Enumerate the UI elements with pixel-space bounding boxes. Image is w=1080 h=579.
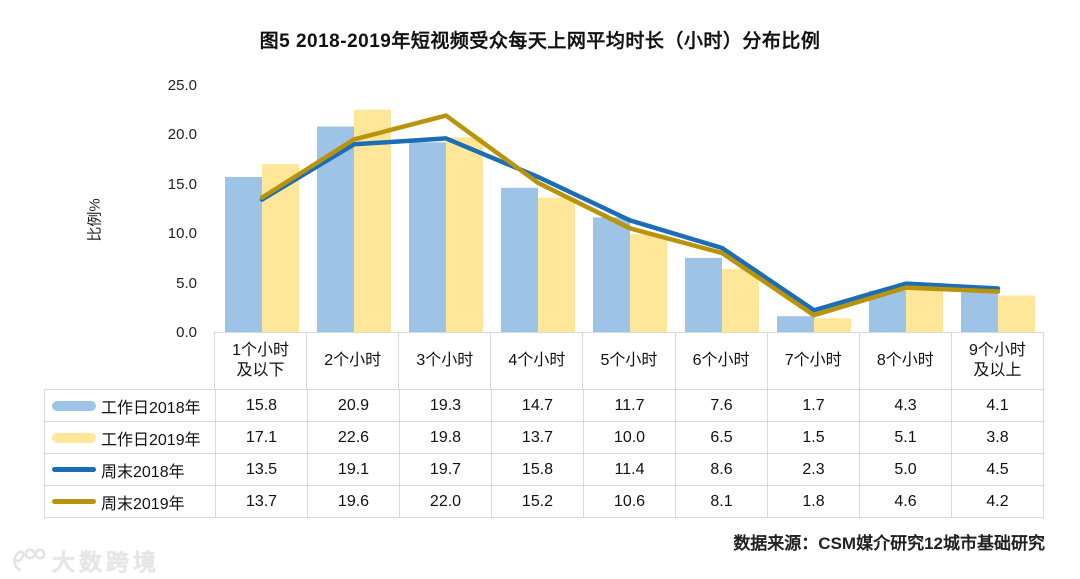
table-value-cell: 4.6 (860, 486, 951, 517)
category-header: 3个小时 (399, 333, 491, 389)
table-value-cell: 13.7 (216, 486, 307, 517)
legend-cell: 工作日2018年 (45, 390, 215, 421)
bar-工作日2018年 (593, 217, 630, 333)
table-value-cell: 13.5 (216, 454, 307, 485)
y-tick-label: 10.0 (167, 225, 197, 243)
table-value-cell: 5.0 (860, 454, 951, 485)
table-value-cell: 19.6 (308, 486, 399, 517)
table-value-cell: 3.8 (952, 422, 1043, 453)
bar-工作日2018年 (501, 187, 538, 333)
table-value-cell: 11.4 (584, 454, 675, 485)
y-tick-label: 15.0 (167, 175, 197, 193)
legend-swatch-line (52, 499, 96, 504)
table-value-cell: 2.3 (768, 454, 859, 485)
bar-工作日2018年 (777, 316, 814, 333)
table-value-cell: 10.0 (584, 422, 675, 453)
table-value-cell: 1.8 (768, 486, 859, 517)
y-tick-label: 0.0 (176, 324, 197, 341)
category-header: 1个小时 及以下 (215, 333, 307, 389)
table-value-cell: 14.7 (492, 390, 583, 421)
bar-工作日2019年 (722, 268, 759, 333)
chart-title: 图5 2018-2019年短视频受众每天上网平均时长（小时）分布比例 (259, 31, 821, 52)
table-value-cell: 5.1 (860, 422, 951, 453)
table-value-cell: 4.1 (952, 390, 1043, 421)
category-header: 4个小时 (491, 333, 583, 389)
series-name: 周末2018年 (101, 463, 185, 481)
table-value-cell: 4.2 (952, 486, 1043, 517)
y-tick-label: 25.0 (167, 77, 197, 94)
table-value-cell: 19.7 (400, 454, 491, 485)
table-value-cell: 7.6 (676, 390, 767, 421)
category-header: 6个小时 (675, 333, 767, 389)
legend-swatch-bar (52, 432, 96, 443)
table-value-cell: 22.0 (400, 486, 491, 517)
table-value-cell: 4.3 (860, 390, 951, 421)
table-value-cell: 20.9 (308, 390, 399, 421)
watermark-logo-icon (13, 548, 46, 572)
bar-工作日2019年 (998, 295, 1035, 333)
table-value-cell: 4.5 (952, 454, 1043, 485)
y-axis-label: 比例% (86, 198, 104, 242)
bar-工作日2018年 (225, 176, 262, 333)
legend-cell: 周末2019年 (45, 486, 215, 517)
line-周末2018年 (259, 136, 1001, 313)
legend-cell: 工作日2019年 (45, 422, 215, 453)
category-header-row: 1个小时 及以下 2个小时 3个小时 4个小时 5个小时 6个小时 7个小时 8个小时 9个小时… (214, 332, 1044, 390)
category-header: 8个小时 (859, 333, 951, 389)
legend-cell: 周末2018年 (45, 454, 215, 485)
table-value-cell: 8.6 (676, 454, 767, 485)
data-table: 工作日2018年 15.8 20.9 19.3 14.7 11.7 7.6 1.7 4.3 4.1… (44, 389, 1044, 518)
watermark-text: 大数跨境 (52, 549, 160, 575)
bar-工作日2019年 (446, 137, 483, 333)
table-value-cell: 6.5 (676, 422, 767, 453)
bar-工作日2018年 (961, 292, 998, 333)
table-value-cell: 19.8 (400, 422, 491, 453)
table-value-cell: 19.3 (400, 390, 491, 421)
data-source: 数据来源：CSM媒介研究12城市基础研究 (733, 534, 1045, 553)
table-value-cell: 15.2 (492, 486, 583, 517)
chart-plot-area (225, 109, 1035, 333)
bar-工作日2019年 (354, 109, 391, 333)
y-tick-label: 20.0 (167, 126, 197, 144)
table-value-cell: 13.7 (492, 422, 583, 453)
table-value-cell: 1.7 (768, 390, 859, 421)
bar-工作日2018年 (685, 257, 722, 333)
series-name: 周末2019年 (101, 495, 185, 513)
bar-工作日2019年 (814, 318, 851, 333)
table-value-cell: 19.1 (308, 454, 399, 485)
legend-swatch-bar (52, 400, 96, 411)
table-value-cell: 15.8 (492, 454, 583, 485)
series-name: 工作日2018年 (101, 399, 201, 417)
table-value-cell: 10.6 (584, 486, 675, 517)
category-header: 2个小时 (307, 333, 399, 389)
table-value-cell: 17.1 (216, 422, 307, 453)
table-value-cell: 22.6 (308, 422, 399, 453)
table-value-cell: 15.8 (216, 390, 307, 421)
legend-swatch-line (52, 467, 96, 472)
category-header: 5个小时 (583, 333, 675, 389)
y-tick-label: 5.0 (176, 274, 197, 292)
watermark: 大数跨境 (10, 543, 160, 577)
bar-工作日2019年 (538, 197, 575, 333)
category-header: 9个小时 及以上 (951, 333, 1043, 389)
table-value-cell: 11.7 (584, 390, 675, 421)
category-header: 7个小时 (767, 333, 859, 389)
bar-工作日2019年 (630, 234, 667, 333)
bar-工作日2018年 (409, 142, 446, 333)
table-value-cell: 8.1 (676, 486, 767, 517)
line-周末2019年 (259, 113, 1001, 318)
table-value-cell: 1.5 (768, 422, 859, 453)
series-name: 工作日2019年 (101, 431, 201, 449)
